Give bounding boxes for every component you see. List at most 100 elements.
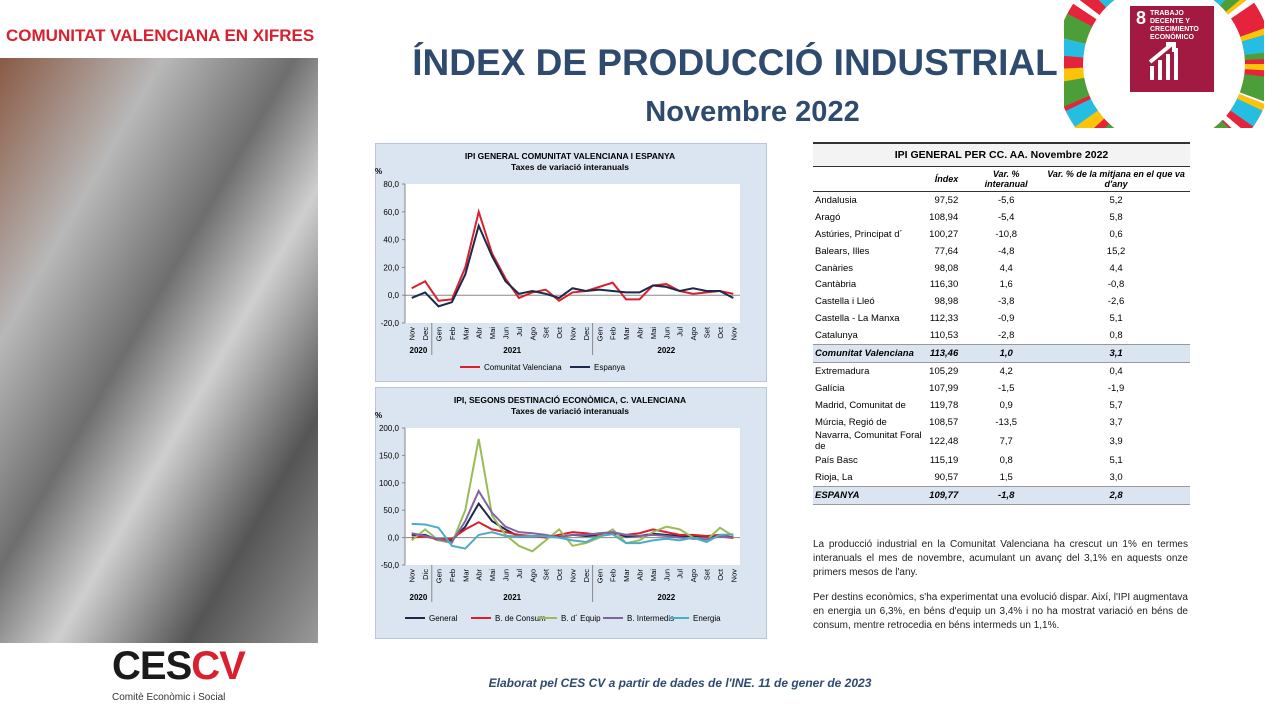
table-cell: 110,53	[929, 330, 959, 342]
table-cell: Galícia	[815, 382, 845, 394]
y-tick-label: 200,0	[379, 424, 400, 433]
legend-label: B. Intermedis	[627, 614, 674, 623]
y-tick-label: 40,0	[383, 236, 399, 245]
table-cell: Múrcia, Regió de	[815, 416, 887, 428]
table-row: Múrcia, Regió de 108,57 -13,5 3,7	[813, 414, 1190, 431]
x-tick-label: Abr	[636, 326, 645, 338]
year-label: 2021	[503, 346, 521, 355]
paragraph: Per destins econòmics, s'ha experimentat…	[813, 592, 1188, 631]
table-cell: 4,2	[999, 365, 1013, 377]
column-header: Var. % interanual	[970, 167, 1043, 192]
x-tick-label: Ago	[528, 569, 537, 582]
chart-title: IPI, SEGONS DESTINACIÓ ECONÒMICA, C. VAL…	[454, 394, 686, 405]
table-cell: -4,8	[997, 245, 1015, 257]
table-cell: 116,30	[929, 279, 959, 291]
table-row: Castella - La Manxa 112,33 -0,9 5,1	[813, 310, 1190, 327]
table-row: Comunitat Valenciana 113,46 1,0 3,1	[813, 344, 1190, 363]
x-tick-label: Mai	[649, 327, 658, 339]
title: ÍNDEX DE PRODUCCIÓ INDUSTRIAL	[412, 42, 1058, 83]
source-note: Elaborat pel CES CV a partir de dades de…	[488, 676, 872, 690]
table-cell: 119,78	[929, 399, 959, 411]
sdg-text: TRABAJO DECENTE Y CRECIMIENTO ECONÓMICO	[1150, 10, 1199, 41]
logo-ces: CES	[112, 644, 192, 688]
x-tick-label: Set	[703, 568, 712, 580]
x-tick-label: Dec	[421, 327, 430, 341]
table-cell: País Basc	[815, 455, 858, 467]
table-row: Castella i Lleó 98,98 -3,8 -2,6	[813, 293, 1190, 310]
x-tick-label: Mar	[461, 327, 470, 340]
column-header: Var. % de la mitjana en el que va d'any	[1042, 167, 1190, 192]
data-line	[411, 522, 734, 550]
table-cell: 5,1	[1109, 313, 1123, 325]
x-tick-label: Gen	[595, 327, 604, 341]
table-cell: Rioja, La	[815, 472, 853, 484]
table-cell: -3,8	[997, 296, 1015, 308]
table-row: Canàries 98,08 4,4 4,4	[813, 260, 1190, 277]
table-row: Rioja, La 90,57 1,5 3,0	[813, 469, 1190, 486]
table-cell: 3,1	[1042, 344, 1190, 363]
logo-cv: CV	[191, 644, 246, 688]
table-row: Navarra, Comunitat Foral de 122,48 7,7 3,9	[813, 430, 1190, 452]
x-tick-label: Abr	[475, 568, 484, 580]
data-line	[411, 438, 734, 553]
x-tick-label: Dic	[421, 569, 430, 580]
x-tick-label: Set	[542, 326, 551, 338]
year-label: 2020	[410, 593, 428, 602]
data-table: IPI GENERAL PER CC. AA. Novembre 2022 Índ…	[813, 142, 1190, 506]
x-tick-label: Jul	[676, 569, 685, 579]
table-cell: -0,8	[1107, 279, 1125, 291]
table-cell: 1,6	[999, 279, 1013, 291]
year-label: 2020	[410, 346, 428, 355]
y-tick-label: 50,0	[383, 506, 399, 515]
table-cell: 0,8	[999, 455, 1013, 467]
x-tick-label: Feb	[609, 569, 618, 582]
table-cell: 1,0	[970, 344, 1043, 363]
x-tick-label: Abr	[636, 568, 645, 580]
y-tick-label: 0,0	[388, 534, 400, 543]
table-cell: 98,08	[934, 262, 959, 274]
plot-area	[405, 428, 740, 565]
y-axis-label: %	[375, 411, 382, 420]
table-cell: -13,5	[995, 416, 1017, 428]
table-cell: Castella - La Manxa	[815, 313, 900, 325]
chart-title: IPI GENERAL COMUNITAT VALENCIANA I ESPAN…	[465, 151, 675, 161]
y-tick-label: 60,0	[383, 208, 399, 217]
table-cell: -5,4	[997, 211, 1015, 223]
x-tick-label: Dec	[582, 327, 591, 341]
table-cell: Extremadura	[815, 365, 870, 377]
legend-label: General	[429, 614, 458, 623]
x-tick-label: Gen	[435, 327, 444, 341]
x-tick-label: Jun	[662, 327, 671, 339]
x-tick-label: Jun	[502, 327, 511, 339]
x-tick-label: Ago	[528, 327, 537, 340]
x-tick-label: Gen	[435, 569, 444, 583]
x-tick-label: Ago	[689, 569, 698, 582]
x-tick-label: Mar	[461, 569, 470, 582]
table-cell: 5,2	[1109, 194, 1123, 206]
table-cell: -1,5	[997, 382, 1015, 394]
data-line	[411, 488, 734, 544]
legend-label: B. de Consum	[495, 614, 546, 623]
table-cell: Castella i Lleó	[815, 296, 875, 308]
x-tick-label: Feb	[448, 569, 457, 582]
table-cell: Madrid, Comunitat de	[815, 399, 906, 411]
x-tick-label: Ago	[689, 327, 698, 340]
table-cell: 97,52	[934, 194, 959, 206]
x-tick-label: Mai	[488, 569, 497, 581]
table-cell: -2,6	[1107, 296, 1125, 308]
x-tick-label: Set	[542, 568, 551, 580]
y-tick-label: 100,0	[379, 479, 400, 488]
table-cell: 4,4	[1109, 262, 1123, 274]
header-row: Índex Var. % interanual Var. % de la mitja…	[813, 167, 1190, 192]
x-tick-label: Abr	[475, 326, 484, 338]
table-cell: 122,48	[929, 435, 959, 447]
table-cell: Aragó	[815, 211, 841, 223]
table-cell: -10,8	[995, 228, 1017, 240]
table-cell: 115,19	[929, 455, 959, 467]
sdg-number: 8	[1136, 8, 1146, 28]
logo-caption: Comitè Econòmic i Social	[112, 692, 226, 703]
column-header: Índex	[927, 167, 971, 192]
table-cell: 100,27	[929, 228, 959, 240]
y-tick-label: 80,0	[383, 180, 399, 189]
sdg-badge: 8 TRABAJO DECENTE Y CRECIMIENTO ECONÓMIC…	[1064, 0, 1264, 128]
